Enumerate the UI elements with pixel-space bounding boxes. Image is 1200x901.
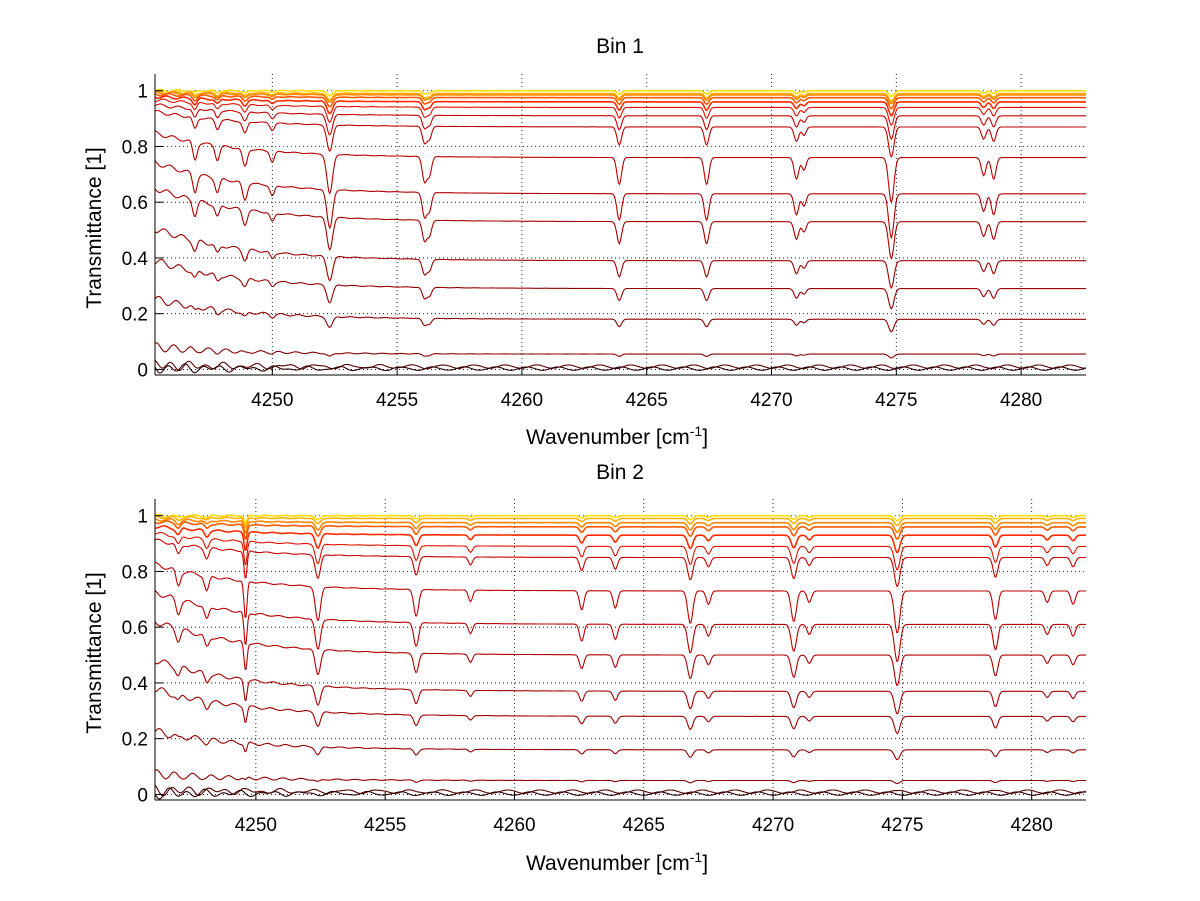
y-tick-label: 0.8 xyxy=(122,137,148,158)
y-tick-label: 0.2 xyxy=(122,305,148,326)
series-line xyxy=(155,92,1086,110)
x-tick-label: 4280 xyxy=(1000,390,1042,411)
series-line xyxy=(155,109,1086,159)
series-line xyxy=(155,687,1086,734)
series-line xyxy=(155,295,1086,333)
chart-panel-bin2: Bin 2 4250 4255 4260 4265 4270 4275 4280 0 0.2 0.… xyxy=(83,461,1086,875)
series-line xyxy=(155,621,1086,686)
y-tick-label: 0 xyxy=(137,360,148,381)
series-line xyxy=(155,513,1086,525)
series-line xyxy=(155,659,1086,715)
series-line xyxy=(155,589,1086,662)
y-axis-label: Transmittance [1] xyxy=(83,572,106,733)
x-tick-label: 4270 xyxy=(752,815,794,836)
series-line xyxy=(155,188,1086,260)
y-tick-label: 0 xyxy=(137,785,148,806)
y-tick-label: 0.4 xyxy=(122,674,149,695)
series-line xyxy=(155,728,1086,761)
y-tick-label: 0.4 xyxy=(122,249,149,270)
series-line xyxy=(155,515,1086,528)
series-line xyxy=(155,98,1086,127)
series-line xyxy=(155,342,1086,359)
y-tick-label: 0.8 xyxy=(122,562,148,583)
series-line xyxy=(155,228,1086,289)
y-tick-label: 1 xyxy=(137,507,148,528)
plot-area: 4250 4255 4260 4265 4270 4275 4280 0 0.2 0.4 0.6 0.… xyxy=(122,74,1086,411)
x-tick-label: 4265 xyxy=(623,815,665,836)
series-line xyxy=(155,787,1086,800)
series-line xyxy=(155,90,1086,105)
series-line xyxy=(155,95,1086,117)
series-line xyxy=(155,160,1086,240)
x-tick-label: 4270 xyxy=(750,390,792,411)
series-line xyxy=(155,103,1086,141)
y-tick-label: 0.2 xyxy=(122,730,148,751)
x-tick-label: 4280 xyxy=(1011,815,1053,836)
y-tick-label: 1 xyxy=(137,82,148,103)
x-tick-label: 4255 xyxy=(376,390,418,411)
y-tick-label: 0.6 xyxy=(122,193,148,214)
series-line xyxy=(155,769,1086,785)
y-axis-label: Transmittance [1] xyxy=(83,147,106,308)
x-tick-label: 4275 xyxy=(875,390,917,411)
plot-area: 4250 4255 4260 4265 4270 4275 4280 0 0.2 0.4 0.6 0.… xyxy=(122,499,1086,836)
x-axis-label: Wavenumber [cm-1] xyxy=(526,423,708,449)
x-tick-label: 4255 xyxy=(364,815,406,836)
series-line xyxy=(155,90,1086,103)
series-line xyxy=(155,520,1086,540)
series-line xyxy=(155,517,1086,534)
y-tick-label: 0.6 xyxy=(122,618,148,639)
series-line xyxy=(155,258,1086,310)
series-line xyxy=(155,360,1086,371)
x-tick-label: 4260 xyxy=(493,815,535,836)
x-tick-label: 4275 xyxy=(881,815,923,836)
chart-title: Bin 2 xyxy=(596,461,644,484)
series-line xyxy=(155,561,1086,634)
x-tick-label: 4260 xyxy=(501,390,543,411)
series-line xyxy=(155,531,1086,571)
x-tick-label: 4265 xyxy=(626,390,668,411)
x-axis-label: Wavenumber [cm-1] xyxy=(526,849,708,875)
series-line xyxy=(155,130,1086,204)
series-line xyxy=(155,88,1086,98)
series-line xyxy=(155,363,1086,374)
chart-panel-bin1: Bin 1 4250 4255 4260 4265 4270 4275 4280 0 0.2 0.… xyxy=(83,35,1086,449)
chart-title: Bin 1 xyxy=(596,35,644,58)
x-tick-label: 4250 xyxy=(235,815,277,836)
series-line xyxy=(155,538,1086,587)
x-tick-label: 4250 xyxy=(251,390,293,411)
series-line xyxy=(155,525,1086,554)
